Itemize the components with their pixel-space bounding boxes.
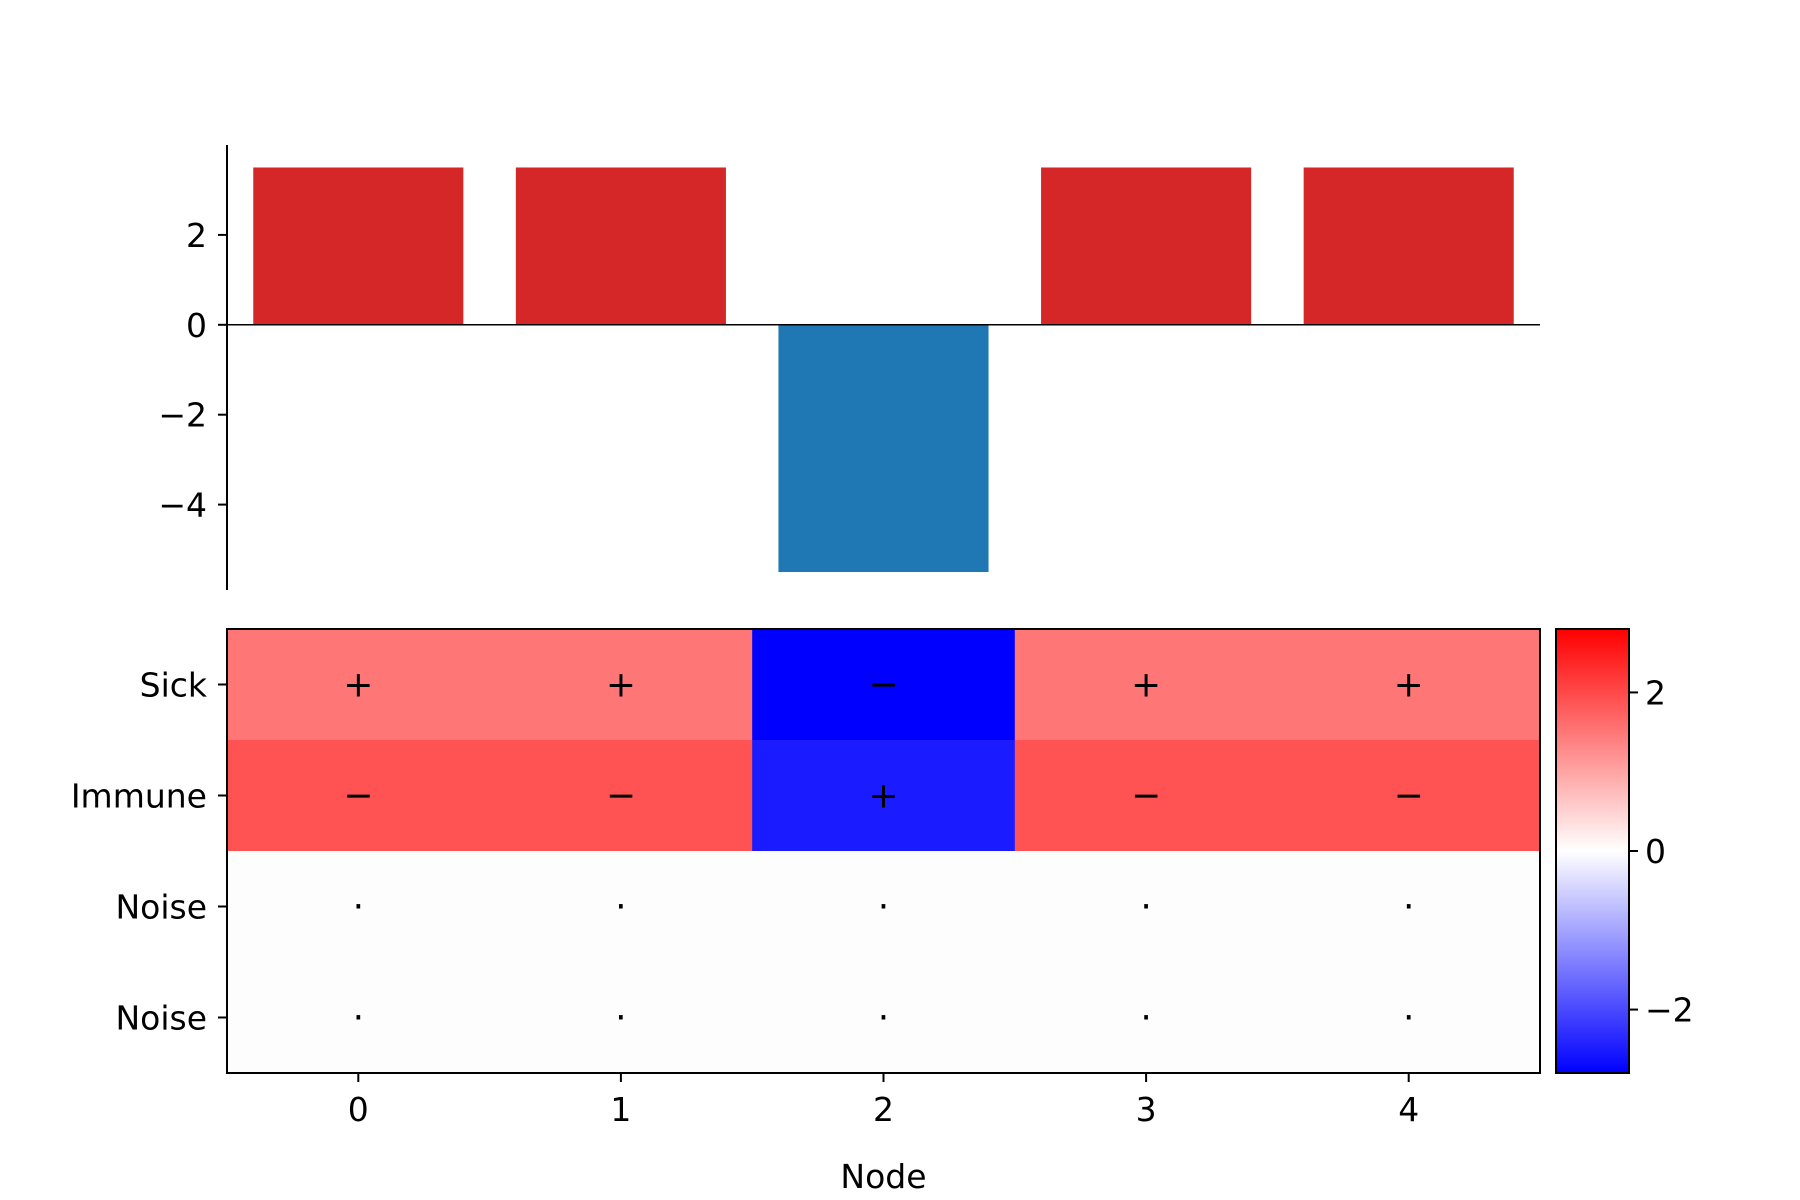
x-axis-label: Node [840, 1157, 926, 1196]
heatmap-cell [1277, 851, 1541, 963]
heatmap-cell [489, 962, 753, 1074]
heatmap-cell [489, 740, 753, 852]
heatmap-cell [227, 629, 491, 741]
bar-marks [253, 167, 1514, 573]
bar-node-3 [1041, 167, 1252, 325]
heatmap-sign: · [878, 998, 889, 1039]
heatmap-cell [1277, 962, 1541, 1074]
bar-node-2 [778, 324, 989, 573]
heatmap: + + − + + − − + − − · · · · · · · · · · Sick Immune Noise Nois… [71, 628, 1541, 1196]
heatmap-sign: − [868, 665, 898, 706]
heatmap-cell [227, 851, 491, 963]
heatmap-sign: · [878, 887, 889, 928]
heatmap-sign: − [606, 776, 636, 817]
heatmap-sign: + [1131, 665, 1161, 706]
heatmap-sign: + [343, 665, 373, 706]
heatmap-column-label: 3 [1136, 1090, 1157, 1129]
heatmap-sign: · [353, 998, 364, 1039]
bar-node-4 [1303, 167, 1514, 325]
heatmap-cell [227, 740, 491, 852]
bar-y-axis: 2 0 −2 −4 [158, 216, 227, 525]
heatmap-cell [1014, 851, 1278, 963]
heatmap-row-label: Noise [115, 999, 207, 1038]
heatmap-column-label: 1 [610, 1090, 631, 1129]
heatmap-cells [227, 629, 1541, 1074]
heatmap-sign: − [1131, 776, 1161, 817]
colorbar-tick-label: −2 [1645, 991, 1694, 1030]
heatmap-sign: − [343, 776, 373, 817]
heatmap-sign: · [1403, 887, 1414, 928]
heatmap-x-axis: 0 1 2 3 4 [348, 1073, 1419, 1129]
heatmap-sign: · [615, 887, 626, 928]
bar-chart: 2 0 −2 −4 [158, 145, 1540, 590]
bar-y-tick-label: −2 [158, 396, 207, 435]
colorbar-gradient [1555, 628, 1630, 1074]
bar-node-1 [515, 167, 726, 325]
heatmap-cell [1014, 962, 1278, 1074]
heatmap-row-label: Noise [115, 888, 207, 927]
heatmap-sign: · [1140, 887, 1151, 928]
heatmap-column-label: 4 [1398, 1090, 1419, 1129]
colorbar: 2 0 −2 [1555, 628, 1694, 1074]
heatmap-sign-marks: + + − + + − − + − − · · · · · · · · · · [343, 665, 1424, 1039]
heatmap-cell [752, 851, 1016, 963]
heatmap-sign: + [868, 776, 898, 817]
heatmap-cell [1277, 740, 1541, 852]
heatmap-column-label: 2 [873, 1090, 894, 1129]
heatmap-sign: · [353, 887, 364, 928]
heatmap-row-label: Sick [140, 666, 208, 705]
colorbar-ticks: 2 0 −2 [1629, 673, 1694, 1030]
colorbar-tick-label: 0 [1645, 832, 1666, 871]
bar-node-0 [253, 167, 464, 325]
bar-y-tick-label: −4 [158, 486, 207, 525]
heatmap-cell [1014, 740, 1278, 852]
heatmap-sign: + [606, 665, 636, 706]
heatmap-column-label: 0 [348, 1090, 369, 1129]
heatmap-cell [489, 851, 753, 963]
bar-y-tick-label: 2 [186, 216, 207, 255]
colorbar-tick-label: 2 [1645, 673, 1666, 712]
heatmap-cell [752, 629, 1016, 741]
heatmap-sign: · [1403, 998, 1414, 1039]
heatmap-cell [489, 629, 753, 741]
heatmap-cell [227, 962, 491, 1074]
heatmap-cell [1014, 629, 1278, 741]
heatmap-sign: − [1394, 776, 1424, 817]
heatmap-cell [752, 962, 1016, 1074]
heatmap-sign: + [1394, 665, 1424, 706]
bar-y-tick-label: 0 [186, 306, 207, 345]
heatmap-y-axis: Sick Immune Noise Noise [71, 666, 227, 1038]
heatmap-row-label: Immune [71, 777, 207, 816]
heatmap-sign: · [1140, 998, 1151, 1039]
heatmap-cell [752, 740, 1016, 852]
heatmap-cell [1277, 629, 1541, 741]
heatmap-sign: · [615, 998, 626, 1039]
